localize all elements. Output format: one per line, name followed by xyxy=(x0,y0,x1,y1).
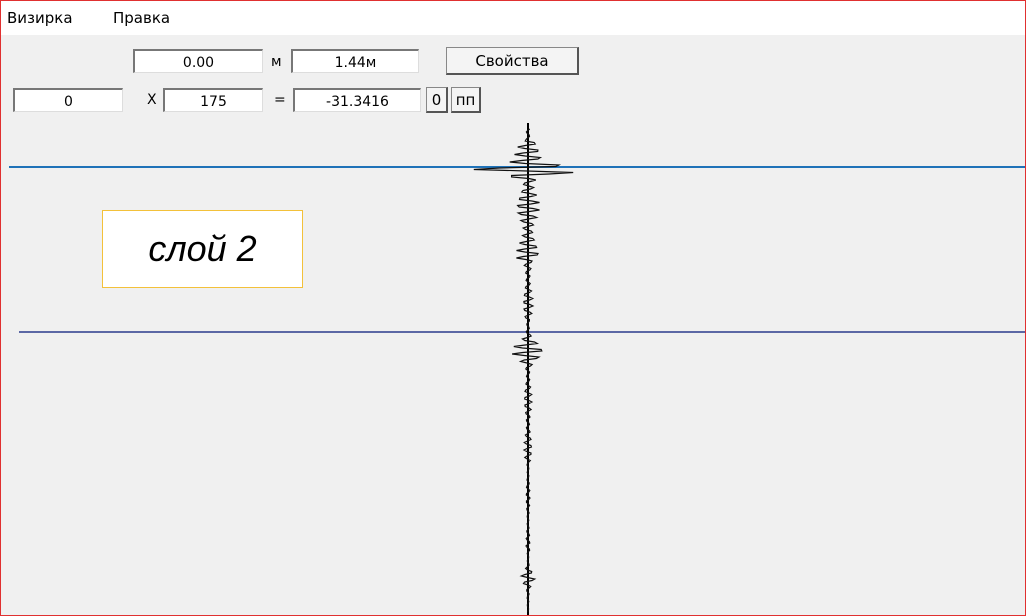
unit-label: м xyxy=(271,54,282,70)
waveform xyxy=(473,128,574,613)
menu-item[interactable]: Визирка xyxy=(7,9,73,27)
properties-button[interactable]: Свойства xyxy=(446,47,579,75)
flag-button[interactable]: 0 xyxy=(426,87,448,113)
annotation: слой 2 xyxy=(102,210,303,288)
menu-item[interactable]: Правка xyxy=(113,9,171,27)
a-field[interactable]: 0 xyxy=(13,88,123,112)
operator: = xyxy=(274,92,286,108)
mode-button[interactable]: пп xyxy=(451,87,481,113)
start-field[interactable]: 0.00 xyxy=(133,49,263,73)
operator: X xyxy=(147,92,157,108)
end-field[interactable]: 1.44м xyxy=(291,49,419,73)
menu-bar: Визирка Правка xyxy=(1,1,1025,35)
result-field[interactable]: -31.3416 xyxy=(293,88,421,112)
b-field[interactable]: 175 xyxy=(163,88,263,112)
